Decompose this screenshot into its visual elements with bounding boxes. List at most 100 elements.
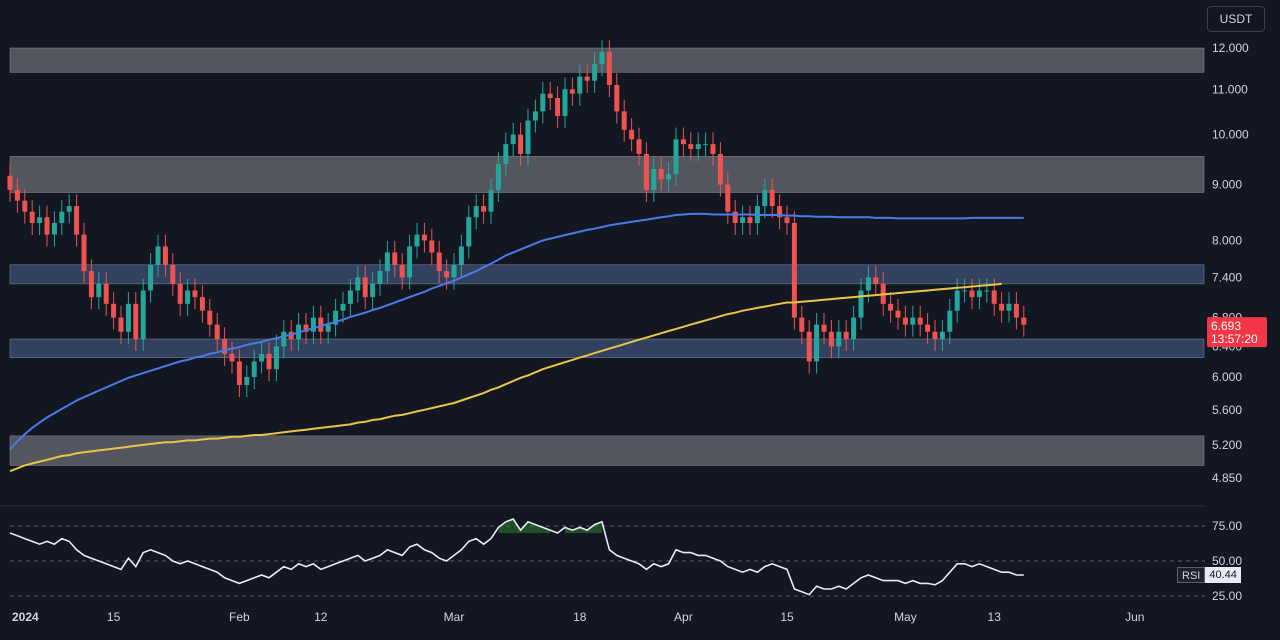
- candle-body: [902, 317, 908, 325]
- candle-body: [695, 144, 701, 149]
- rsi-axis[interactable]: 75.00 50.00 25.00: [1212, 519, 1242, 603]
- candle-body: [340, 303, 346, 311]
- candle-body: [74, 206, 80, 235]
- candle-body: [532, 111, 538, 121]
- time-tick-label: 12: [314, 610, 328, 624]
- time-tick-label: 15: [107, 610, 121, 624]
- price-zones: [9, 47, 1205, 466]
- candle-body: [976, 290, 982, 298]
- candle-body: [680, 139, 686, 145]
- candle-body: [710, 144, 716, 154]
- price-tick-label: 10.000: [1212, 128, 1249, 142]
- candle-body: [281, 331, 287, 347]
- candle-body: [717, 153, 723, 185]
- candle-body: [999, 303, 1005, 311]
- rsi-overbought-fill: [505, 519, 514, 533]
- zone-1: [9, 156, 1205, 193]
- candle-body: [503, 144, 509, 164]
- candle-body: [643, 153, 649, 190]
- candle-countdown: 13:57:20: [1211, 332, 1258, 346]
- candle-body: [769, 189, 775, 207]
- candle-body: [651, 168, 657, 190]
- candle-body: [347, 290, 353, 304]
- candle-body: [273, 346, 279, 370]
- candle-body: [481, 206, 487, 212]
- candle-body: [399, 264, 405, 278]
- candle-body: [562, 89, 568, 116]
- candle-body: [725, 184, 731, 212]
- candle-body: [777, 206, 783, 218]
- candle-body: [444, 271, 450, 278]
- candle-body: [925, 324, 931, 332]
- rsi-pane: [9, 518, 1205, 597]
- candle-body: [525, 120, 531, 154]
- price-badge-box: [1207, 317, 1267, 348]
- candle-body: [762, 189, 768, 207]
- candle-body: [791, 222, 797, 318]
- candle-body: [185, 290, 191, 304]
- candle-body: [192, 290, 198, 298]
- candle-body: [310, 317, 316, 332]
- candle-body: [865, 277, 871, 291]
- candle-body: [606, 51, 612, 86]
- time-tick-label: 2024: [12, 610, 39, 624]
- last-price-value: 6.693: [1211, 319, 1241, 333]
- time-tick-label: 18: [573, 610, 587, 624]
- candle-body: [614, 85, 620, 112]
- candle-body: [259, 353, 265, 362]
- time-axis[interactable]: 2024 15 Feb 12 Mar 18 Apr 15 May 13 Jun: [12, 610, 1144, 624]
- time-tick-label: 15: [780, 610, 794, 624]
- candle-body: [170, 264, 176, 284]
- candle-body: [377, 271, 383, 284]
- candle-body: [858, 290, 864, 318]
- candle-body: [703, 144, 709, 146]
- candle-body: [22, 200, 28, 212]
- candle-body: [917, 317, 923, 325]
- price-tick-label: 8.000: [1212, 233, 1242, 247]
- time-tick-label: Jun: [1125, 610, 1144, 624]
- candle-body: [155, 246, 161, 265]
- candle-body: [732, 211, 738, 223]
- price-tick-label: 12.000: [1212, 41, 1249, 55]
- candle-body: [747, 217, 753, 223]
- currency-unit-button[interactable]: USDT: [1207, 6, 1265, 32]
- candle-body: [836, 331, 842, 347]
- candle-body: [318, 317, 324, 332]
- candle-body: [814, 324, 820, 362]
- price-tick-label: 5.600: [1212, 403, 1242, 417]
- candle-body: [214, 324, 220, 340]
- candle-body: [466, 217, 472, 247]
- candle-body: [177, 283, 183, 304]
- candle-body: [510, 134, 516, 145]
- time-tick-label: May: [894, 610, 917, 624]
- candle-body: [303, 324, 309, 332]
- candle-body: [688, 144, 694, 149]
- candle-body: [51, 222, 57, 235]
- candle-body: [111, 303, 117, 318]
- candle-body: [939, 331, 945, 340]
- candle-body: [140, 290, 146, 340]
- candle-body: [495, 163, 501, 190]
- candle-body: [436, 252, 442, 272]
- time-tick-label: 13: [988, 610, 1002, 624]
- candle-body: [244, 377, 250, 385]
- candle-body: [577, 76, 583, 94]
- candle-body: [266, 353, 272, 370]
- candle-body: [592, 64, 598, 81]
- candle-body: [207, 310, 213, 325]
- candle-body: [199, 297, 205, 311]
- candle-body: [429, 240, 435, 253]
- candle-body: [599, 51, 605, 65]
- candle-body: [1013, 303, 1019, 318]
- candle-body: [843, 331, 849, 340]
- zone-2: [9, 264, 1205, 285]
- ma-line-yellow: [9, 282, 1002, 473]
- candle-body: [740, 217, 746, 223]
- candle-body: [118, 317, 124, 332]
- moving-average-lines: [9, 212, 1024, 473]
- candle-body: [7, 175, 13, 190]
- candle-body: [1006, 303, 1012, 311]
- candle-body: [518, 134, 524, 154]
